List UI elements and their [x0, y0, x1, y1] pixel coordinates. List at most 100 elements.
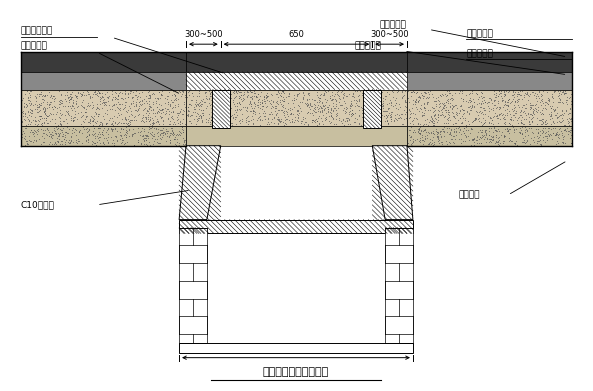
Point [209, 110, 218, 116]
Point [34, 101, 44, 108]
Point [232, 100, 242, 106]
Point [417, 92, 427, 98]
Point [208, 110, 217, 116]
Point [142, 133, 151, 139]
Point [326, 113, 336, 120]
Point [280, 105, 289, 111]
Point [101, 110, 110, 116]
Point [477, 129, 486, 135]
Point [295, 99, 305, 105]
Point [41, 105, 50, 111]
Point [481, 107, 490, 113]
Point [553, 93, 563, 99]
Point [177, 111, 187, 117]
Point [178, 129, 187, 135]
Point [417, 106, 426, 112]
Point [176, 132, 185, 138]
Point [429, 113, 439, 120]
Point [528, 90, 537, 96]
Point [44, 133, 54, 139]
Point [310, 119, 320, 125]
Point [259, 96, 269, 102]
Point [269, 115, 279, 122]
Point [81, 134, 90, 140]
Point [423, 94, 432, 100]
Point [262, 120, 272, 127]
Point [499, 119, 509, 126]
Point [393, 115, 403, 121]
Point [459, 125, 468, 131]
Point [118, 96, 127, 102]
Point [122, 121, 132, 127]
Point [439, 129, 449, 135]
Point [56, 100, 66, 106]
Point [165, 139, 175, 145]
Point [60, 112, 70, 118]
Point [66, 96, 76, 102]
Point [110, 142, 119, 148]
Point [456, 102, 466, 108]
Point [90, 115, 99, 122]
Point [108, 93, 117, 100]
Point [120, 103, 129, 109]
Point [369, 93, 378, 99]
Point [334, 115, 344, 121]
Point [480, 132, 489, 138]
Text: 提升检查井里面示意图: 提升检查井里面示意图 [263, 368, 329, 377]
Point [120, 116, 129, 122]
Point [470, 139, 479, 145]
Bar [21, 126, 186, 146]
Point [470, 115, 480, 121]
Point [142, 110, 151, 116]
Point [231, 88, 241, 94]
Point [26, 119, 36, 126]
Point [23, 108, 33, 115]
Point [518, 131, 527, 137]
Point [506, 121, 515, 127]
Point [371, 91, 381, 97]
Point [352, 97, 361, 104]
Point [204, 100, 213, 106]
Point [258, 103, 267, 109]
Point [439, 124, 448, 130]
Point [46, 111, 55, 117]
Point [18, 113, 28, 119]
Point [35, 116, 44, 122]
Point [440, 91, 449, 97]
Point [89, 127, 98, 134]
Point [136, 141, 146, 147]
Point [444, 120, 453, 126]
Point [235, 94, 245, 100]
Point [502, 110, 512, 116]
Point [99, 102, 109, 108]
Point [517, 120, 526, 126]
Point [57, 121, 66, 127]
Point [436, 107, 446, 113]
Point [554, 135, 563, 141]
Point [443, 97, 452, 104]
Point [193, 101, 202, 107]
Point [515, 112, 524, 118]
Point [154, 95, 163, 101]
Point [453, 117, 463, 124]
Point [155, 95, 165, 101]
Point [168, 129, 177, 136]
Point [448, 104, 457, 111]
Point [442, 129, 452, 136]
Point [251, 93, 261, 99]
Point [329, 100, 338, 106]
Point [262, 94, 272, 100]
Point [168, 121, 177, 127]
Point [431, 126, 441, 133]
Point [189, 104, 199, 110]
Point [119, 104, 129, 111]
Point [227, 120, 237, 127]
Point [519, 135, 528, 142]
Point [264, 98, 273, 104]
Point [154, 126, 163, 132]
Point [84, 136, 93, 142]
Point [276, 101, 286, 107]
Point [93, 131, 103, 138]
Point [156, 115, 165, 121]
Point [158, 129, 168, 136]
